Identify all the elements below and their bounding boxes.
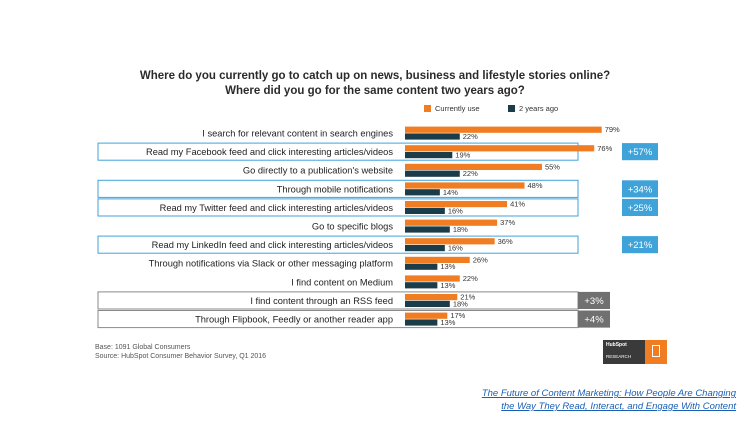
change-badge xyxy=(622,236,658,254)
chart-title-line-2: Where did you go for the same content tw… xyxy=(225,85,525,97)
change-badge xyxy=(622,143,658,161)
data-label: 18% xyxy=(453,225,468,234)
bar xyxy=(405,238,495,245)
change-badge-label: +25% xyxy=(628,203,653,214)
data-label: 16% xyxy=(448,244,463,253)
bar xyxy=(405,145,595,152)
data-label: 79% xyxy=(605,125,620,134)
bar xyxy=(405,201,508,208)
bar xyxy=(405,226,450,233)
data-label: 21% xyxy=(460,293,475,302)
bar xyxy=(405,133,460,140)
data-label: 41% xyxy=(510,200,525,209)
category-label: Through notifications via Slack or other… xyxy=(149,259,394,269)
bar xyxy=(405,263,438,270)
change-badge-label: +57% xyxy=(628,147,653,158)
chart-title-line-1: Where do you currently go to catch up on… xyxy=(139,70,611,82)
bar xyxy=(405,300,450,307)
data-label: 13% xyxy=(440,318,455,327)
logo-line-1: HubSpot xyxy=(606,342,627,348)
legend-label-past: 2 years ago xyxy=(519,104,559,113)
change-badge xyxy=(578,310,610,328)
bar xyxy=(405,294,458,301)
data-label: 19% xyxy=(455,151,470,160)
category-label: Through Flipbook, Feedly or another read… xyxy=(195,315,393,325)
highlight-box xyxy=(97,198,579,217)
bar xyxy=(405,282,438,289)
legend-swatch-past xyxy=(508,105,515,112)
bar xyxy=(405,207,445,214)
bar xyxy=(405,170,460,177)
data-label: 48% xyxy=(528,181,543,190)
data-label: 22% xyxy=(463,132,478,141)
category-label: Through mobile notifications xyxy=(277,184,394,194)
data-label: 26% xyxy=(473,255,488,264)
category-label: I find content on Medium xyxy=(291,277,393,287)
data-label: 36% xyxy=(498,237,513,246)
bar xyxy=(405,126,602,133)
hubspot-research-logo: HubSpot RESEARCH xyxy=(603,340,667,364)
bar xyxy=(405,219,498,226)
legend-item-past: 2 years ago xyxy=(508,104,558,113)
category-label: Read my Facebook feed and click interest… xyxy=(146,147,393,157)
data-label: 22% xyxy=(463,274,478,283)
legend-swatch-current xyxy=(424,105,431,112)
highlight-box xyxy=(97,235,579,254)
bar xyxy=(405,319,438,326)
category-label: Read my LinkedIn feed and click interest… xyxy=(152,240,394,250)
bar xyxy=(405,189,440,196)
data-label: 55% xyxy=(545,162,560,171)
data-label: 13% xyxy=(440,281,455,290)
data-label: 13% xyxy=(440,262,455,271)
data-label: 76% xyxy=(597,144,612,153)
data-label: 14% xyxy=(443,188,458,197)
change-badge xyxy=(622,180,658,198)
category-label: Go directly to a publication's website xyxy=(243,166,393,176)
source-note: Source: HubSpot Consumer Behavior Survey… xyxy=(95,353,267,360)
report-link-line-1[interactable]: The Future of Content Marketing: How Peo… xyxy=(481,388,736,399)
document-icon xyxy=(645,340,667,364)
base-note: Base: 1091 Global Consumers xyxy=(95,344,191,351)
bar xyxy=(405,182,525,189)
category-label: I search for relevant content in search … xyxy=(202,129,393,139)
highlight-box xyxy=(97,142,579,161)
data-label: 18% xyxy=(453,299,468,308)
data-label: 17% xyxy=(450,311,465,320)
change-badge xyxy=(578,291,610,309)
bar xyxy=(405,245,445,252)
change-badge-label: +34% xyxy=(628,184,653,195)
change-badge-label: +3% xyxy=(584,296,604,307)
bar xyxy=(405,312,448,319)
category-label: Go to specific blogs xyxy=(312,222,393,232)
bar xyxy=(405,152,453,159)
change-badge xyxy=(622,198,658,216)
category-label: Read my Twitter feed and click interesti… xyxy=(160,203,394,213)
bar xyxy=(405,163,542,170)
bar xyxy=(405,275,460,282)
highlight-box xyxy=(97,179,579,198)
legend-item-current: Currently use xyxy=(424,104,480,113)
change-badge-label: +4% xyxy=(584,315,604,326)
data-label: 16% xyxy=(448,206,463,215)
report-link-line-2[interactable]: the Way They Read, Interact, and Engage … xyxy=(501,401,736,412)
legend-label-current: Currently use xyxy=(435,104,480,113)
category-label: I find content through an RSS feed xyxy=(250,296,393,306)
change-badge-label: +21% xyxy=(628,240,653,251)
bar xyxy=(405,256,470,263)
data-label: 22% xyxy=(463,169,478,178)
data-label: 37% xyxy=(500,218,515,227)
logo-line-2: RESEARCH xyxy=(606,354,632,359)
